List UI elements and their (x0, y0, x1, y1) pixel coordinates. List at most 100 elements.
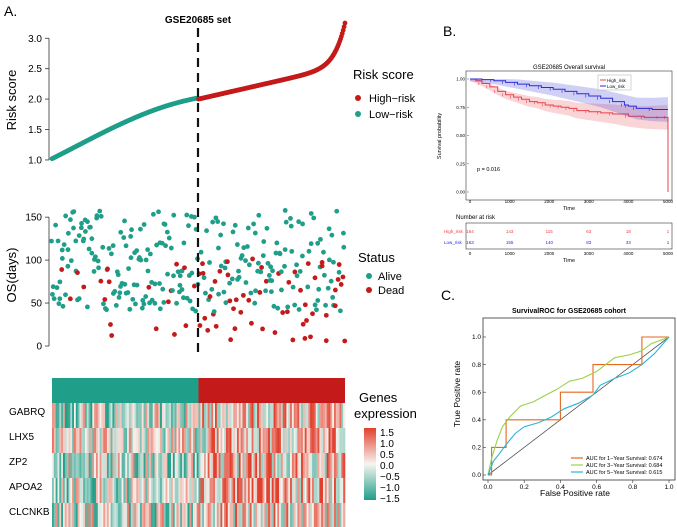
heatmap-cell (152, 453, 155, 478)
heatmap-cell (244, 453, 247, 478)
os-point (143, 294, 149, 299)
os-point (250, 256, 255, 262)
heatmap-cell (225, 503, 229, 527)
os-point (116, 294, 122, 300)
os-point (213, 215, 219, 221)
os-point (85, 219, 90, 225)
heatmap-cell (324, 503, 327, 527)
heatmap-cell (313, 428, 316, 453)
os-point (89, 250, 95, 256)
os-point (231, 306, 236, 312)
heatmap-cell (339, 503, 342, 527)
heatmap-cell (83, 453, 86, 478)
roc-xtick-label: 0.8 (628, 484, 637, 491)
os-point (280, 310, 286, 315)
heatmap-cell (257, 453, 260, 478)
heatmap-cell (183, 428, 186, 453)
heatmap-cell (269, 478, 273, 503)
heatmap-cell (191, 453, 194, 478)
os-point (164, 229, 170, 235)
heatmap-cell (290, 478, 293, 503)
heatmap-cell (125, 428, 128, 453)
heatmap-cell (312, 403, 315, 428)
legend-dead-marker (366, 287, 372, 293)
os-ytick-label: 100 (25, 256, 42, 267)
os-point (342, 338, 348, 344)
heatmap-cell (145, 503, 148, 527)
heatmap-cell (53, 403, 56, 428)
os-point (87, 224, 93, 230)
heatmap-cell (328, 503, 331, 527)
heatmap-cell (225, 428, 229, 453)
heatmap-cell (304, 503, 307, 527)
os-point (198, 249, 204, 255)
heatmap-cell (205, 503, 208, 527)
heatmap-cell (247, 453, 251, 478)
risk-table-frame (465, 222, 673, 250)
os-point (213, 323, 219, 329)
heatmap-cell (218, 503, 221, 527)
heatmap-cell (128, 403, 132, 428)
heatmap-cell (147, 428, 150, 453)
heatmap-cell (191, 403, 194, 428)
os-point (97, 208, 103, 214)
risk-table-value: 155 (506, 240, 514, 245)
heatmap-cell (271, 428, 274, 453)
os-point (191, 283, 197, 289)
heatmap-cell (271, 453, 274, 478)
heatmap-cell (249, 503, 252, 527)
heatmap-cell (138, 428, 141, 453)
heatmap-cell (105, 403, 108, 428)
heatmap-cell (266, 453, 269, 478)
heatmap-cell (72, 453, 75, 478)
heatmap-cell (194, 503, 197, 527)
os-point (186, 223, 191, 229)
heatmap-cell (225, 453, 229, 478)
heatmap-cell (53, 453, 56, 478)
km-ytick-label: 0.25 (456, 161, 465, 166)
heatmap-cell (114, 428, 117, 453)
heatmap-cell (291, 428, 295, 453)
heatmap-cell (335, 503, 338, 527)
heatmap-cell (154, 503, 157, 527)
os-point (337, 308, 343, 314)
os-point (94, 213, 100, 219)
heatmap-cell (77, 478, 80, 503)
heatmap-cell (293, 478, 296, 503)
heatmap-cell (302, 403, 306, 428)
heatmap-cell (339, 453, 342, 478)
heatmap-cell (282, 428, 285, 453)
heatmap-cell (99, 503, 102, 527)
heatmap-cell (160, 403, 163, 428)
heatmap-cell (55, 428, 58, 453)
heatmap-cell (214, 453, 218, 478)
heatmap-cell (88, 478, 91, 503)
heatmap-cell (337, 478, 340, 503)
risk-ylabel: Risk score (4, 70, 19, 131)
heatmap-cell (213, 478, 216, 503)
heatmap-cell (52, 403, 55, 428)
heatmap-cell (229, 503, 232, 527)
heatmap-cell (315, 428, 318, 453)
heatmap-cell (73, 503, 77, 527)
heatmap-cell (308, 478, 311, 503)
heatmap-cell (301, 453, 304, 478)
heatmap-cell (90, 503, 93, 527)
os-point (290, 337, 296, 343)
heatmap-cell (158, 478, 161, 503)
heatmap-cell (299, 428, 302, 453)
heatmap-cell (125, 453, 128, 478)
heatmap-cell (293, 403, 296, 428)
heatmap-cell (92, 428, 95, 453)
heatmap-cell (240, 478, 243, 503)
heatmap-cell (72, 428, 75, 453)
heatmap-cell (123, 478, 126, 503)
heatmap-cell (286, 478, 289, 503)
heatmap-cell (167, 503, 170, 527)
heatmap-cell (196, 478, 199, 503)
heatmap-cell (334, 453, 337, 478)
os-point (156, 209, 161, 215)
risk-table-title: Number at risk (456, 215, 496, 221)
risk-table-row-label: Low_risk (444, 240, 463, 245)
heatmap-cell (200, 428, 203, 453)
